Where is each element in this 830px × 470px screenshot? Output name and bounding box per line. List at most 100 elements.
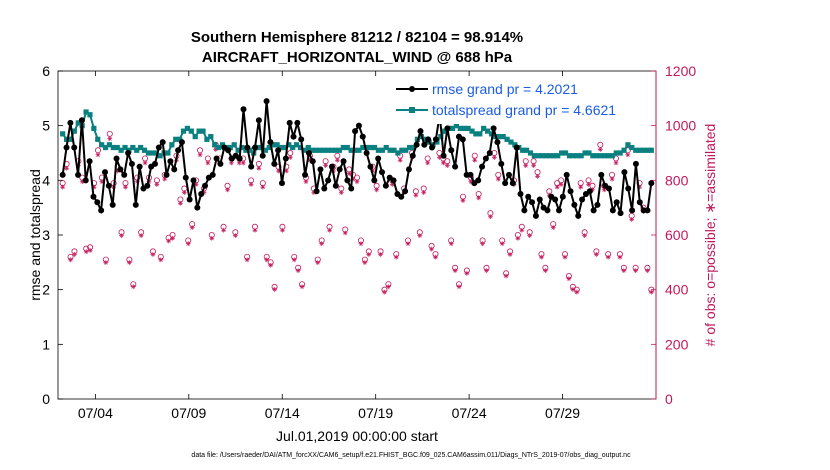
obs-assimilated-point [645, 268, 650, 273]
rmse-point [475, 177, 482, 184]
rmse-point [375, 155, 382, 162]
obs-assimilated-point [648, 289, 654, 295]
rmse-point [290, 133, 297, 140]
obs-assimilated-point [60, 184, 66, 190]
rmse-point [521, 207, 528, 214]
rmse-point [252, 144, 259, 151]
obs-assimilated-point [527, 233, 533, 238]
totalspread-point [239, 144, 245, 151]
obs-assimilated-point [256, 165, 262, 171]
totalspread-point [122, 144, 128, 151]
totalspread-point [297, 144, 304, 151]
obs-assimilated-point [366, 252, 372, 257]
obs-assimilated-point [291, 257, 297, 263]
totalspread-point [637, 147, 643, 153]
totalspread-point [473, 131, 479, 137]
rmse-point [636, 199, 643, 206]
obs-assimilated-point [354, 179, 360, 185]
obs-assimilated-point [197, 152, 203, 158]
rmse-point [482, 155, 489, 162]
rmse-point [398, 193, 405, 200]
totalspread-point [371, 144, 378, 151]
obs-assimilated-point [189, 225, 195, 230]
rmse-point [609, 207, 616, 214]
rmse-point [621, 169, 628, 176]
obs-assimilated-point [484, 268, 489, 273]
rmse-point [240, 106, 247, 113]
obs-assimilated-point [448, 241, 454, 247]
totalspread-point [270, 142, 276, 148]
rmse-point [421, 141, 428, 148]
obs-assimilated-point [617, 254, 623, 260]
totalspread-point [227, 144, 233, 151]
obs-assimilated-point [456, 284, 462, 290]
totalspread-point [165, 150, 171, 156]
totalspread-point [200, 128, 206, 134]
rmse-point [509, 180, 516, 187]
obs-assimilated-point [166, 238, 172, 244]
totalspread-point [352, 147, 358, 153]
obs-assimilated-point [621, 268, 627, 273]
rmse-point [259, 152, 266, 159]
rmse-point [71, 144, 78, 151]
obs-assimilated-point [338, 190, 344, 195]
obs-assimilated-point [299, 284, 305, 290]
obs-assimilated-point [248, 182, 254, 187]
obs-assimilated-point [542, 268, 548, 273]
totalspread-point [364, 144, 370, 151]
rmse-point [305, 150, 312, 156]
y-right-tick-label: 400 [665, 282, 689, 298]
rmse-point [502, 180, 509, 187]
obs-assimilated-point [605, 254, 611, 260]
totalspread-point [407, 144, 413, 151]
totalspread-point [594, 153, 600, 159]
rmse-point [198, 191, 205, 197]
y-right-axis-ticks: 0 200 400 600 800 1000 1200 [651, 63, 696, 407]
rmse-point [340, 158, 347, 165]
rmse-point [105, 182, 112, 189]
rmse-point [236, 155, 243, 162]
legend-box [392, 76, 654, 124]
totalspread-point [95, 136, 101, 142]
totalspread-point [375, 147, 382, 153]
totalspread-point [340, 144, 346, 151]
obs-assimilated-point [613, 160, 619, 166]
totalspread-point [262, 147, 268, 153]
totalspread-point [500, 134, 506, 140]
rmse-point [82, 177, 89, 184]
rmse-point [505, 171, 512, 178]
rmse-point [532, 212, 539, 219]
rmse-point [432, 136, 439, 143]
obs-assimilated-point [582, 233, 588, 238]
rmse-point [352, 128, 359, 135]
totalspread-point [512, 142, 518, 148]
obs-assimilated-point [593, 252, 599, 257]
totalspread-point [130, 144, 136, 151]
y-right-tick-label: 200 [665, 336, 689, 352]
obs-assimilated-point [382, 289, 387, 295]
rmse-point [467, 171, 474, 178]
x-tick-label: 07/04 [78, 405, 113, 421]
rmse-point [594, 201, 601, 208]
totalspread-point [336, 147, 343, 153]
obs-assimilated-point [123, 184, 128, 190]
obs-assimilated-point [178, 200, 183, 206]
totalspread-point [118, 147, 124, 153]
x-tick-label: 07/24 [452, 405, 487, 421]
totalspread-point [344, 144, 350, 151]
rmse-point [202, 182, 209, 189]
obs-assimilated-point [95, 152, 101, 158]
totalspread-point [387, 147, 393, 153]
rmse-point [336, 166, 343, 173]
rmse-point [86, 158, 93, 165]
rmse-point [136, 163, 143, 170]
obs-assimilated-point [142, 160, 148, 166]
totalspread-point [75, 120, 81, 126]
rmse-point [486, 150, 493, 156]
totalspread-point [360, 144, 366, 151]
obs-assimilated-point [480, 241, 485, 247]
obs-assimilated-point [87, 247, 93, 253]
totalspread-point [574, 153, 580, 159]
totalspread-point [169, 142, 175, 148]
rmse-point [321, 185, 328, 192]
